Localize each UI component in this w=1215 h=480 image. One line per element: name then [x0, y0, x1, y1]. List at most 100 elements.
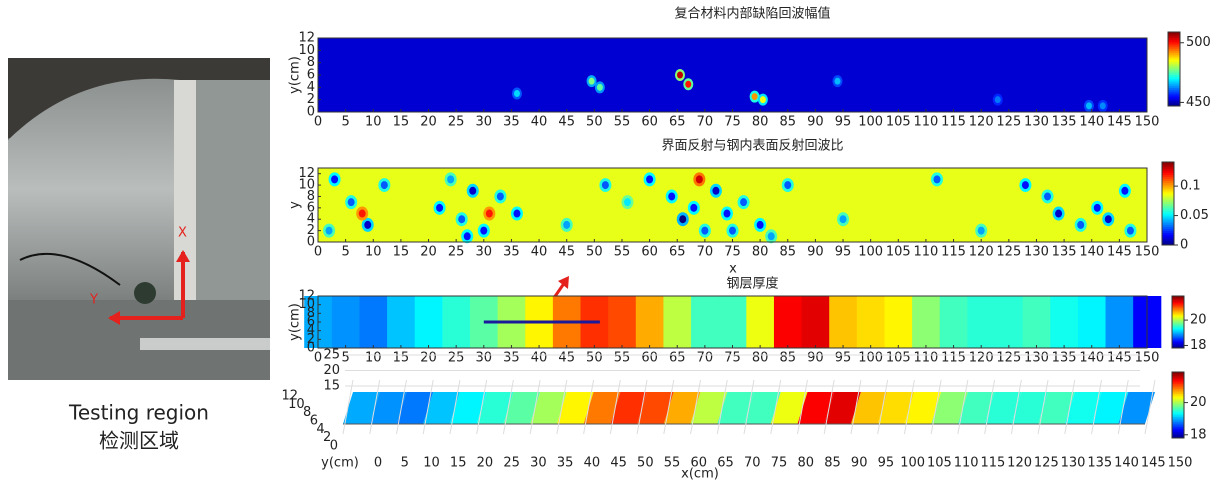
figure: X Y Testing region 检测区域 0510152025303540… — [0, 0, 1215, 480]
thickness-cell — [1078, 296, 1106, 348]
y-tick-label: 12 — [281, 389, 298, 404]
x-tick-label: 125 — [996, 115, 1021, 130]
colorbar-tick-label: 0.05 — [1180, 208, 1209, 223]
x-tick-label: 0 — [314, 115, 322, 130]
x-tick-label: 150 — [1135, 351, 1160, 366]
hotspot — [381, 181, 388, 189]
hotspot — [784, 181, 791, 189]
x-tick-label: 85 — [779, 245, 796, 260]
thickness-cell — [636, 296, 664, 348]
x-tick-label: 95 — [878, 456, 895, 471]
x-tick-label: 85 — [779, 115, 796, 130]
thickness-cell — [719, 296, 747, 348]
x-tick-label: 120 — [1007, 456, 1032, 471]
x-tick-label: 140 — [1079, 115, 1104, 130]
x-tick-label: 55 — [614, 115, 631, 130]
x-tick-label: 75 — [724, 115, 741, 130]
hotspot — [486, 210, 493, 218]
x-tick-label: 25 — [448, 115, 465, 130]
thickness-cell — [940, 296, 968, 348]
x-tick-label: 40 — [584, 456, 601, 471]
thickness-cell — [967, 296, 995, 348]
x-tick-label: 55 — [614, 351, 631, 366]
colorbar-tick-label: 0 — [1180, 238, 1188, 253]
colorbar-tick-label: 18 — [1190, 338, 1207, 353]
x-tick-label: 90 — [807, 115, 824, 130]
chart-title: 复合材料内部缺陷回波幅值 — [674, 6, 830, 22]
hotspot — [447, 175, 454, 183]
x-tick-label: 20 — [420, 115, 437, 130]
x-tick-label: 20 — [420, 351, 437, 366]
photo: X Y — [8, 58, 270, 380]
hotspot — [978, 227, 985, 235]
hotspot — [1044, 192, 1051, 200]
thickness-cell — [884, 296, 912, 348]
x-tick-label: 130 — [1061, 456, 1086, 471]
x-tick-label: 35 — [503, 351, 520, 366]
x-tick-label: 15 — [450, 456, 467, 471]
x-tick-label: 35 — [503, 245, 520, 260]
x-tick-label: 135 — [1087, 456, 1112, 471]
colorbar-tick-label: 20 — [1190, 395, 1207, 410]
x-tick-label: 40 — [531, 245, 548, 260]
x-tick-label: 115 — [941, 351, 966, 366]
x-tick-label: 105 — [927, 456, 952, 471]
y-tick-label: 12 — [298, 289, 315, 304]
x-tick-label: 145 — [1107, 245, 1132, 260]
x-tick-label: 115 — [941, 245, 966, 260]
x-tick-label: 140 — [1114, 456, 1139, 471]
x-tick-label: 80 — [797, 456, 814, 471]
x-tick-label: 90 — [851, 456, 868, 471]
x-tick-label: 105 — [886, 351, 911, 366]
x-tick-label: 30 — [476, 115, 493, 130]
hotspot — [760, 96, 766, 103]
x-tick-label: 75 — [724, 245, 741, 260]
x-tick-label: 50 — [637, 456, 654, 471]
x-tick-label: 60 — [641, 245, 658, 260]
x-tick-label: 20 — [477, 456, 494, 471]
hotspot — [436, 204, 443, 212]
hotspot — [1105, 215, 1112, 223]
x-tick-label: 115 — [980, 456, 1005, 471]
x-tick-label: 10 — [365, 245, 382, 260]
x-tick-label: 65 — [669, 245, 686, 260]
z-tick-label: 15 — [323, 379, 340, 394]
hotspot — [696, 175, 703, 183]
x-tick-label: 120 — [969, 115, 994, 130]
x-tick-label: 65 — [717, 456, 734, 471]
thickness-cell — [1106, 296, 1134, 348]
x-tick-label: 125 — [996, 351, 1021, 366]
x-tick-label: 30 — [530, 456, 547, 471]
x-tick-label: 80 — [752, 245, 769, 260]
x-tick-label: 100 — [900, 456, 925, 471]
x-tick-label: 25 — [448, 245, 465, 260]
x-tick-label: 145 — [1107, 351, 1132, 366]
hotspot — [563, 221, 570, 229]
x-tick-label: 30 — [476, 351, 493, 366]
x-tick-label: 45 — [610, 456, 627, 471]
hotspot — [995, 96, 1001, 103]
x-tick-label: 125 — [996, 245, 1021, 260]
hotspot — [597, 84, 603, 91]
x-tick-label: 100 — [858, 351, 883, 366]
x-tick-label: 70 — [697, 115, 714, 130]
y-axis-label: y — [288, 201, 303, 209]
x-tick-label: 135 — [1052, 245, 1077, 260]
y-axis-label: y(cm) — [288, 56, 303, 94]
x-tick-label: 35 — [557, 456, 574, 471]
x-tick-label: 85 — [779, 351, 796, 366]
thickness-cell — [802, 296, 830, 348]
colorbar-tick-label: 500 — [1186, 35, 1211, 50]
x-tick-label: 65 — [669, 351, 686, 366]
x-tick-label: 65 — [669, 115, 686, 130]
hotspot — [723, 210, 730, 218]
x-tick-label: 10 — [365, 115, 382, 130]
x-tick-label: 95 — [835, 351, 852, 366]
thickness-cell — [746, 296, 774, 348]
x-tick-label: 20 — [420, 245, 437, 260]
hotspot — [1077, 221, 1084, 229]
hotspot — [729, 227, 736, 235]
x-tick-label: 105 — [886, 245, 911, 260]
photo-axis-label: Y — [89, 293, 98, 308]
thickness-cell — [1050, 296, 1078, 348]
